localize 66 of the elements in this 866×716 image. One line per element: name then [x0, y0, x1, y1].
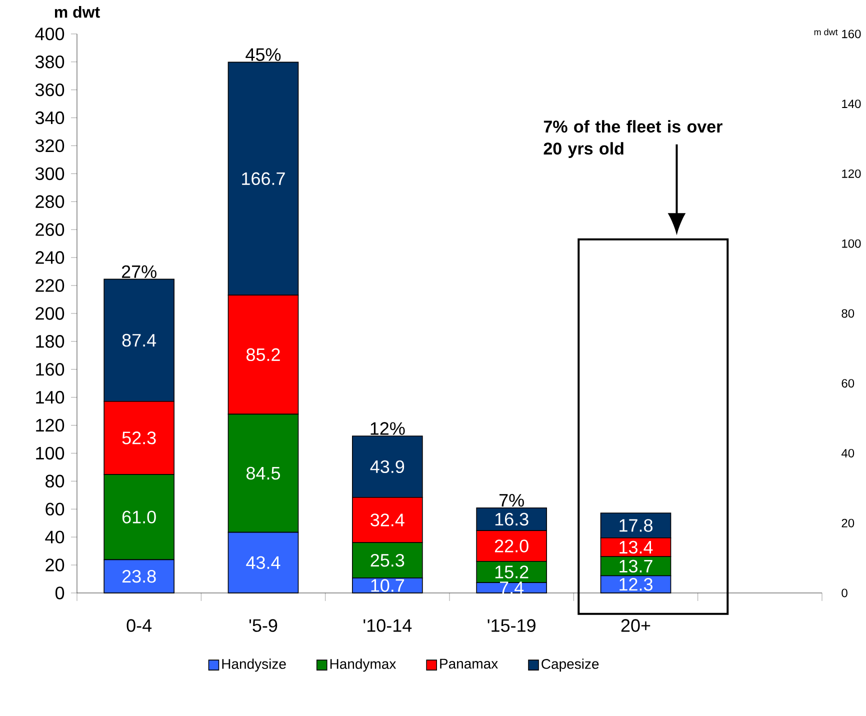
y-tick-label: 360 [35, 84, 64, 96]
y-tick-label: 160 [36, 363, 64, 376]
y2-axis-title: m dwt [814, 28, 838, 36]
y-tick-label: 280 [36, 195, 64, 208]
data-label: 7.4 [500, 582, 524, 594]
y-tick-label: 20 [46, 558, 64, 572]
data-label: 23.8 [122, 570, 156, 583]
x-tick-label: 20+ [621, 619, 650, 632]
data-label: 10.7 [371, 579, 404, 592]
annotation: 7% of the fleet is over 20 yrs old [544, 120, 722, 158]
data-label: 84.5 [246, 466, 280, 480]
y-tick-label: 380 [35, 56, 64, 68]
y-axis-title: m dwt [54, 6, 100, 18]
y2-tick-label: 140 [842, 100, 861, 108]
x-tick-label: '5-9 [249, 619, 278, 632]
data-label: 85.2 [246, 348, 280, 362]
data-label: 52.3 [122, 432, 156, 444]
y2-tick-label: 20 [842, 518, 854, 528]
y-tick-label: 40 [45, 530, 64, 544]
y-tick-label: 80 [46, 474, 64, 488]
data-label: 61.0 [122, 510, 156, 524]
y-tick-label: 140 [36, 390, 64, 404]
x-tick-label: '15-19 [488, 619, 536, 632]
y-tick-label: 260 [36, 223, 64, 236]
data-label: 13.4 [620, 540, 653, 554]
data-label: 15.2 [495, 566, 528, 578]
data-label: 25.3 [370, 554, 404, 567]
y2-tick-label: 60 [842, 379, 854, 388]
y2-tick-label: 0 [842, 588, 848, 598]
data-label: 16.3 [495, 512, 528, 526]
data-label: 17.8 [620, 519, 652, 532]
y-tick-label: 320 [35, 139, 64, 152]
y-tick-label: 220 [36, 279, 64, 292]
data-label: 87.4 [122, 334, 156, 347]
annotation: 12% [370, 422, 405, 435]
y-tick-label: 0 [55, 586, 64, 600]
y2-tick-label: 100 [842, 239, 861, 248]
annotation: 27% [122, 265, 156, 278]
y2-tick-label: 120 [842, 169, 861, 178]
y2-tick-label: 80 [842, 309, 854, 318]
data-label: 12.3 [620, 578, 652, 591]
y2-tick-label: 160 [842, 30, 861, 38]
legend-label: Capesize [542, 658, 599, 672]
y-tick-label: 340 [35, 111, 64, 124]
legend-label: Handymax [330, 658, 396, 672]
data-label: 32.4 [370, 514, 404, 526]
x-tick-label: 0-4 [126, 619, 152, 632]
data-label: 166.7 [242, 172, 285, 186]
data-label: 43.4 [246, 556, 280, 570]
y2-tick-label: 40 [841, 448, 854, 458]
x-tick-label: '10-14 [364, 619, 412, 632]
annotation: 7% [499, 494, 524, 507]
y-tick-label: 400 [35, 28, 64, 40]
y-tick-label: 60 [46, 502, 64, 516]
y-tick-label: 120 [36, 418, 64, 432]
y-tick-label: 240 [36, 251, 64, 264]
y-tick-label: 300 [35, 167, 64, 180]
y-tick-label: 180 [36, 335, 64, 348]
data-label: 22.0 [494, 540, 528, 552]
legend-label: Panamax [440, 658, 498, 669]
data-label: 43.9 [370, 460, 404, 474]
legend-label: Handysize [222, 658, 286, 672]
data-label: 13.7 [620, 560, 652, 573]
y-tick-label: 100 [36, 446, 64, 460]
annotation: 45% [246, 48, 281, 61]
y-tick-label: 200 [36, 307, 64, 320]
